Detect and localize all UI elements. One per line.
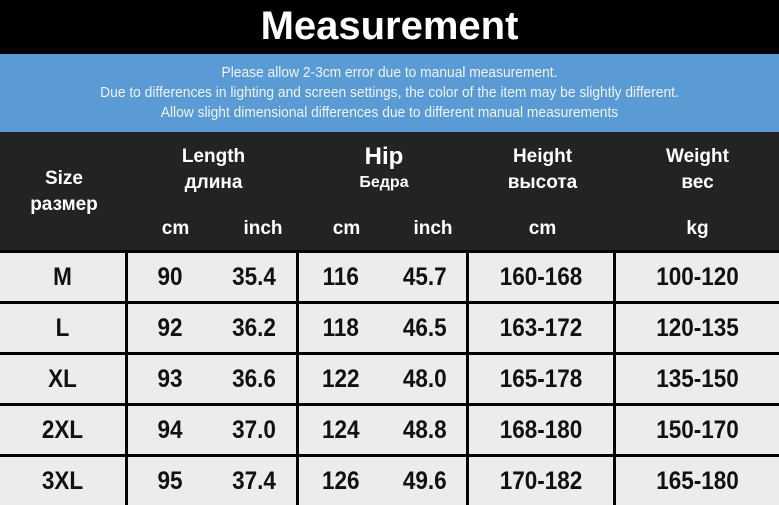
table-cell: 116 45.7: [299, 250, 469, 301]
cell-value: XL: [48, 364, 77, 393]
header-size-en: Size: [44, 168, 84, 189]
cell-value: 118: [322, 313, 359, 342]
table-cell: 160-168: [469, 250, 616, 301]
cell-value: 48.0: [402, 364, 447, 393]
table-cell: 118 46.5: [299, 301, 469, 352]
unit-weight-kg: kg: [686, 218, 709, 239]
cell-value: 160-168: [499, 262, 583, 291]
cell-value: 124: [321, 415, 360, 444]
header-length-ru: длина: [184, 172, 243, 193]
table-cell: 100-120: [616, 250, 779, 301]
cell-value: 116: [322, 262, 359, 291]
table-cell: 2XL: [0, 403, 128, 454]
table-cell: 168-180: [469, 403, 616, 454]
cell-value: 48.8: [402, 415, 447, 444]
header-hip-en: Hip: [364, 143, 404, 170]
note-line: Due to differences in lighting and scree…: [100, 84, 679, 101]
table-cell: 135-150: [616, 352, 779, 403]
table-cell: XL: [0, 352, 128, 403]
header-length-en: Length: [181, 146, 246, 167]
header-height: Height высота: [469, 144, 616, 196]
cell-value: 170-182: [499, 466, 583, 495]
note-line: Please allow 2-3cm error due to manual m…: [221, 64, 558, 81]
note-line: Allow slight dimensional differences due…: [160, 104, 619, 121]
header-size-ru: размер: [30, 194, 98, 215]
header-size: Size размер: [0, 166, 128, 218]
header-height-ru: высота: [507, 172, 578, 193]
unit-height-cm: cm: [528, 218, 557, 239]
table-cell: 122 48.0: [299, 352, 469, 403]
table-cell: 150-170: [616, 403, 779, 454]
header-hip: Hip Бедра: [299, 144, 469, 196]
unit-hip-cm: cm: [332, 218, 361, 239]
measurement-notes: Please allow 2-3cm error due to manual m…: [0, 54, 779, 132]
table-cell: 93 36.6: [128, 352, 299, 403]
cell-value: 46.5: [402, 313, 447, 342]
page-title: Measurement: [0, 0, 779, 54]
cell-value: 3XL: [41, 466, 84, 495]
table-cell: 3XL: [0, 454, 128, 505]
header-height-en: Height: [512, 146, 573, 167]
cell-value: 165-178: [499, 364, 583, 393]
cell-value: 122: [321, 364, 360, 393]
cell-value: 36.6: [232, 364, 276, 393]
cell-value: 126: [321, 466, 360, 495]
cell-value: 37.0: [232, 415, 276, 444]
cell-value: 36.2: [232, 313, 276, 342]
cell-value: 135-150: [656, 364, 739, 393]
table-cell: 124 48.8: [299, 403, 469, 454]
table-cell: 165-180: [616, 454, 779, 505]
cell-value: 95: [157, 466, 183, 495]
cell-value: 168-180: [499, 415, 583, 444]
table-cell: M: [0, 250, 128, 301]
header-weight-en: Weight: [666, 146, 729, 167]
table-cell: 90 35.4: [128, 250, 299, 301]
table-cell: 165-178: [469, 352, 616, 403]
cell-value: 150-170: [656, 415, 739, 444]
cell-value: 120-135: [656, 313, 739, 342]
header-length: Length длина: [128, 144, 299, 196]
table-cell: 92 36.2: [128, 301, 299, 352]
table-cell: 126 49.6: [299, 454, 469, 505]
cell-value: 45.7: [402, 262, 447, 291]
cell-value: 94: [157, 415, 183, 444]
table-cell: L: [0, 301, 128, 352]
cell-value: 2XL: [41, 415, 84, 444]
cell-value: 49.6: [402, 466, 447, 495]
cell-value: M: [53, 262, 72, 291]
header-hip-ru: Бедра: [359, 174, 409, 191]
size-table-body: M 90 35.4 116 45.7 160-168 100-120 L 92 36.2 118 46…: [0, 250, 779, 505]
table-cell: 170-182: [469, 454, 616, 505]
unit-length-inch: inch: [243, 218, 283, 239]
table-cell: 163-172: [469, 301, 616, 352]
unit-length-cm: cm: [161, 218, 190, 239]
cell-value: 93: [157, 364, 183, 393]
table-cell: 95 37.4: [128, 454, 299, 505]
header-weight: Weight вес: [616, 144, 779, 196]
cell-value: L: [55, 313, 70, 342]
cell-value: 92: [157, 313, 183, 342]
cell-value: 90: [157, 262, 183, 291]
cell-value: 35.4: [232, 262, 276, 291]
table-header: Size размер Length длина Hip Бедра Height вы…: [0, 132, 779, 250]
table-cell: 94 37.0: [128, 403, 299, 454]
cell-value: 163-172: [499, 313, 583, 342]
header-weight-ru: вес: [681, 172, 714, 193]
table-cell: 120-135: [616, 301, 779, 352]
unit-hip-inch: inch: [413, 218, 453, 239]
cell-value: 165-180: [656, 466, 739, 495]
cell-value: 37.4: [232, 466, 276, 495]
cell-value: 100-120: [656, 262, 739, 291]
